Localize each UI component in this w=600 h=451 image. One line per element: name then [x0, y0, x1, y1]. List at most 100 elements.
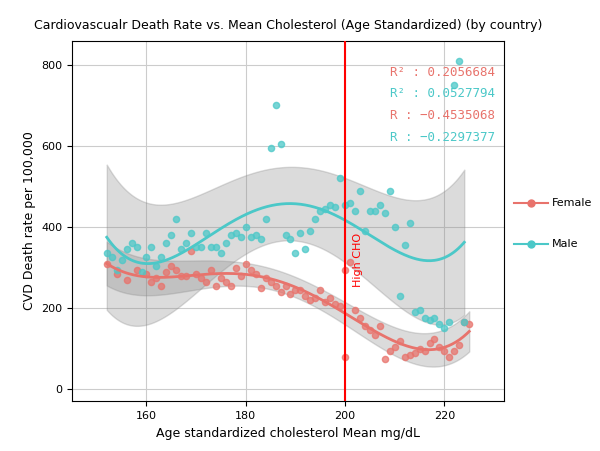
- Point: [380, 355, 389, 363]
- Point: [266, 144, 275, 152]
- Point: [276, 140, 286, 147]
- Point: [261, 216, 271, 223]
- Point: [286, 235, 295, 243]
- Point: [360, 323, 370, 330]
- Text: Male: Male: [552, 239, 578, 249]
- Point: [161, 239, 171, 247]
- Point: [152, 274, 161, 281]
- Point: [360, 227, 370, 235]
- Point: [211, 282, 221, 290]
- Point: [425, 317, 434, 324]
- Point: [167, 231, 176, 239]
- Point: [420, 315, 430, 322]
- Point: [301, 246, 310, 253]
- Point: [449, 82, 459, 89]
- Point: [216, 250, 226, 257]
- Point: [325, 295, 335, 302]
- Point: [102, 250, 112, 257]
- Point: [146, 244, 156, 251]
- Point: [464, 321, 474, 328]
- Point: [281, 231, 290, 239]
- Point: [390, 223, 400, 230]
- Point: [201, 230, 211, 237]
- Point: [112, 266, 121, 273]
- Point: [107, 254, 116, 261]
- Point: [181, 239, 191, 247]
- Point: [395, 292, 404, 299]
- Point: [331, 300, 340, 308]
- Point: [350, 307, 360, 314]
- Text: Female: Female: [552, 198, 592, 208]
- Point: [445, 353, 454, 360]
- Point: [181, 272, 191, 279]
- Point: [445, 319, 454, 326]
- Point: [434, 321, 444, 328]
- Point: [405, 219, 415, 226]
- Point: [172, 216, 181, 223]
- Point: [137, 268, 146, 275]
- Point: [390, 343, 400, 350]
- Point: [146, 278, 156, 285]
- Point: [365, 207, 375, 215]
- Point: [201, 278, 211, 285]
- Point: [167, 262, 176, 269]
- Point: [340, 266, 350, 273]
- Point: [226, 282, 236, 290]
- Point: [410, 349, 419, 356]
- Title: Cardiovascualr Death Rate vs. Mean Cholesterol (Age Standardized) (by country): Cardiovascualr Death Rate vs. Mean Chole…: [34, 19, 542, 32]
- Point: [236, 234, 245, 241]
- Point: [375, 323, 385, 330]
- Point: [325, 201, 335, 208]
- Point: [395, 337, 404, 344]
- Point: [340, 353, 350, 360]
- Point: [440, 325, 449, 332]
- Point: [455, 341, 464, 348]
- Point: [157, 254, 166, 261]
- Point: [112, 270, 121, 277]
- Point: [261, 274, 271, 281]
- Point: [400, 353, 409, 360]
- Text: R : −0.2297377: R : −0.2297377: [391, 131, 496, 144]
- Point: [350, 207, 360, 215]
- Point: [191, 270, 201, 277]
- Point: [221, 278, 231, 285]
- Point: [172, 266, 181, 273]
- Point: [122, 276, 131, 283]
- Point: [415, 345, 424, 352]
- Point: [276, 288, 286, 295]
- Point: [305, 296, 315, 304]
- Point: [176, 272, 186, 279]
- Point: [380, 209, 389, 216]
- Point: [206, 244, 216, 251]
- Point: [355, 315, 365, 322]
- Point: [305, 227, 315, 235]
- Point: [246, 266, 256, 273]
- Point: [301, 292, 310, 299]
- Point: [226, 231, 236, 239]
- Point: [256, 235, 265, 243]
- Point: [251, 270, 260, 277]
- Point: [266, 278, 275, 285]
- Point: [161, 268, 171, 275]
- Point: [127, 239, 136, 247]
- Y-axis label: CVD Death rate per 100,000: CVD Death rate per 100,000: [23, 132, 35, 310]
- Point: [290, 286, 300, 294]
- Point: [405, 351, 415, 359]
- Point: [320, 299, 330, 306]
- Point: [311, 216, 320, 223]
- Point: [430, 315, 439, 322]
- Text: High CHO: High CHO: [353, 232, 362, 286]
- Point: [320, 205, 330, 212]
- Point: [425, 339, 434, 346]
- Point: [296, 230, 305, 237]
- Text: R : −0.4535068: R : −0.4535068: [391, 109, 496, 122]
- Point: [340, 201, 350, 208]
- Point: [246, 234, 256, 241]
- Point: [430, 335, 439, 342]
- Point: [117, 256, 127, 263]
- Point: [370, 207, 380, 215]
- Point: [400, 242, 409, 249]
- Point: [187, 230, 196, 237]
- Text: R² : 0.0527794: R² : 0.0527794: [391, 87, 496, 101]
- Point: [271, 282, 280, 290]
